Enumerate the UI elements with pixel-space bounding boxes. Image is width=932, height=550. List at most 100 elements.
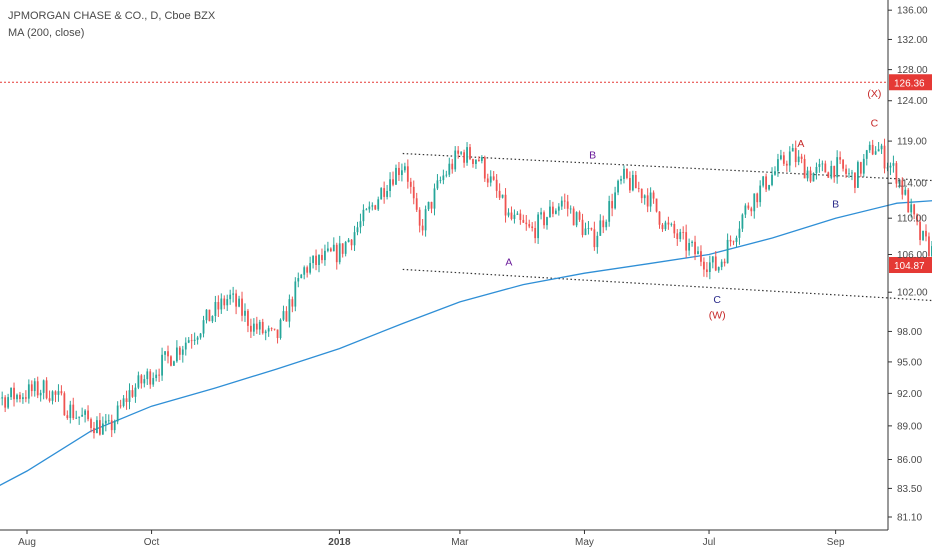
candle-body (338, 243, 341, 263)
indicator-label: MA (200, close) (8, 27, 85, 39)
candle-body (753, 193, 756, 212)
candle-body (865, 150, 868, 159)
candle-body (303, 267, 306, 275)
candle-body (353, 232, 356, 246)
candle-body (700, 251, 702, 262)
candle-body (276, 329, 279, 339)
candle-body (22, 397, 24, 400)
candle-body (732, 241, 735, 243)
time-axis[interactable]: AugOct2018MarMayJulSepNov2019MarMayJulSe… (0, 529, 932, 548)
candle-body (81, 414, 84, 417)
candle-body (735, 237, 738, 242)
candle-body (297, 278, 300, 282)
candle-body (744, 205, 747, 215)
candle-body (137, 375, 140, 388)
candle-body (36, 381, 39, 396)
candle-body (578, 212, 581, 220)
candle-body (424, 209, 427, 231)
candle-body (566, 201, 569, 209)
candle-body (501, 194, 504, 198)
candle-body (250, 325, 252, 332)
candle-body (146, 371, 149, 380)
candle-body (679, 232, 682, 240)
candle-body (460, 152, 463, 154)
candle-body (874, 151, 877, 155)
candle-body (729, 239, 732, 242)
candle-body (768, 185, 770, 190)
candle-body (575, 212, 578, 226)
time-tick-label: Oct (144, 537, 160, 548)
candle-body (513, 214, 516, 219)
candle-body (39, 392, 42, 396)
wave-label: C (713, 294, 721, 306)
candle-body (806, 170, 809, 179)
candle-body (646, 195, 649, 207)
candle-body (128, 390, 131, 402)
candle-body (519, 213, 522, 220)
candle-body (703, 261, 705, 270)
candle-body (184, 342, 187, 350)
candle-body (738, 228, 741, 238)
candle-body (480, 157, 483, 161)
candle-body (913, 204, 916, 215)
candle-body (688, 242, 691, 251)
candle-body (785, 163, 788, 166)
candle-body (827, 172, 830, 178)
candle-body (389, 179, 391, 191)
candle-body (617, 180, 619, 193)
candle-body (504, 194, 507, 216)
candle-body (856, 162, 859, 188)
wave-label: B (832, 199, 839, 211)
candle-body (658, 211, 661, 225)
candle-body (563, 200, 566, 202)
candle-body (33, 381, 36, 392)
price-tick-label: 102.00 (897, 288, 928, 299)
candle-body (463, 152, 465, 163)
candle-body (347, 239, 350, 243)
candle-body (101, 423, 104, 435)
candle-body (922, 230, 924, 240)
price-tick-label: 89.00 (897, 421, 922, 432)
candle-body (454, 150, 457, 170)
candle-body (54, 391, 57, 395)
candle-body (45, 380, 48, 399)
time-tick-label: May (575, 537, 594, 548)
price-tick-label: 119.00 (897, 137, 927, 148)
candle-body (477, 159, 480, 161)
price-axis[interactable]: 81.10 83.50 86.00 89.00 92.00 95.00 98.00 102.0… (887, 0, 928, 530)
symbol-title: JPMORGAN CHASE & CO., D, Cboe BZX (8, 10, 216, 22)
candle-body (199, 333, 202, 338)
candle-body (294, 281, 297, 307)
candle-body (66, 415, 69, 419)
candle-body (93, 427, 95, 434)
candle-body (27, 384, 30, 399)
candle-body (448, 163, 451, 175)
candle-body (818, 164, 821, 167)
candle-body (720, 261, 723, 268)
candle-body (244, 310, 246, 316)
candle-body (63, 393, 66, 416)
candle-body (859, 162, 862, 174)
candle-body (193, 339, 196, 341)
candle-body (433, 188, 436, 209)
candle-body (196, 337, 199, 340)
candle-body (762, 176, 765, 186)
candle-body (24, 397, 27, 399)
candle-body (167, 351, 169, 357)
price-tick-label: 81.10 (897, 513, 922, 524)
candle-body (270, 328, 273, 330)
candle-body (341, 243, 344, 254)
candle-body (152, 378, 155, 385)
candle-body (546, 217, 548, 226)
candle-body (371, 205, 374, 207)
candle-body (910, 204, 913, 213)
candle-body (16, 394, 18, 400)
candle-body (682, 232, 685, 233)
candle-body (634, 174, 637, 189)
candle-body (187, 340, 190, 343)
candle-body (255, 323, 258, 330)
candle-body (925, 230, 927, 237)
candle-body (208, 309, 211, 322)
candle-body (439, 180, 442, 181)
